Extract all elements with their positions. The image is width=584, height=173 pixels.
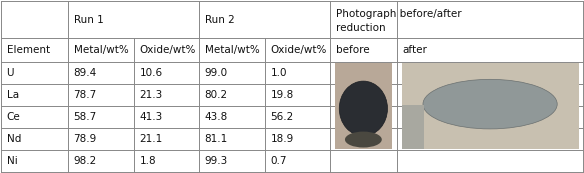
Ellipse shape [345, 132, 382, 148]
Text: 98.2: 98.2 [74, 156, 97, 166]
Text: 1.0: 1.0 [270, 68, 287, 78]
Text: Run 1: Run 1 [74, 15, 103, 25]
Text: 21.1: 21.1 [140, 134, 162, 144]
Text: 99.0: 99.0 [204, 68, 228, 78]
Text: U: U [6, 68, 14, 78]
Text: 99.3: 99.3 [204, 156, 228, 166]
Text: Ni: Ni [6, 156, 18, 166]
Text: 58.7: 58.7 [74, 112, 97, 122]
Text: 80.2: 80.2 [204, 90, 228, 100]
Text: 56.2: 56.2 [270, 112, 294, 122]
Text: 41.3: 41.3 [140, 112, 162, 122]
Text: Photograph before/after: Photograph before/after [336, 9, 461, 19]
Text: 78.7: 78.7 [74, 90, 97, 100]
Text: 18.9: 18.9 [270, 134, 294, 144]
Text: before: before [336, 45, 369, 55]
Text: reduction: reduction [336, 23, 385, 33]
Text: Oxide/wt%: Oxide/wt% [270, 45, 327, 55]
Text: Oxide/wt%: Oxide/wt% [140, 45, 196, 55]
Text: Ce: Ce [6, 112, 20, 122]
Text: Element: Element [6, 45, 50, 55]
Text: Metal/wt%: Metal/wt% [204, 45, 259, 55]
Text: Metal/wt%: Metal/wt% [74, 45, 128, 55]
Text: 0.7: 0.7 [270, 156, 287, 166]
Text: 21.3: 21.3 [140, 90, 162, 100]
Text: 1.8: 1.8 [140, 156, 156, 166]
Text: 19.8: 19.8 [270, 90, 294, 100]
Text: 81.1: 81.1 [204, 134, 228, 144]
Text: La: La [6, 90, 19, 100]
Text: Run 2: Run 2 [204, 15, 234, 25]
Text: 10.6: 10.6 [140, 68, 162, 78]
Bar [402, 104, 424, 149]
Text: Nd: Nd [6, 134, 21, 144]
Text: 78.9: 78.9 [74, 134, 97, 144]
Ellipse shape [423, 79, 557, 129]
Bar [402, 63, 579, 149]
Text: 89.4: 89.4 [74, 68, 97, 78]
Text: 43.8: 43.8 [204, 112, 228, 122]
Bar [335, 63, 392, 149]
Ellipse shape [339, 81, 388, 136]
Text: after: after [403, 45, 427, 55]
